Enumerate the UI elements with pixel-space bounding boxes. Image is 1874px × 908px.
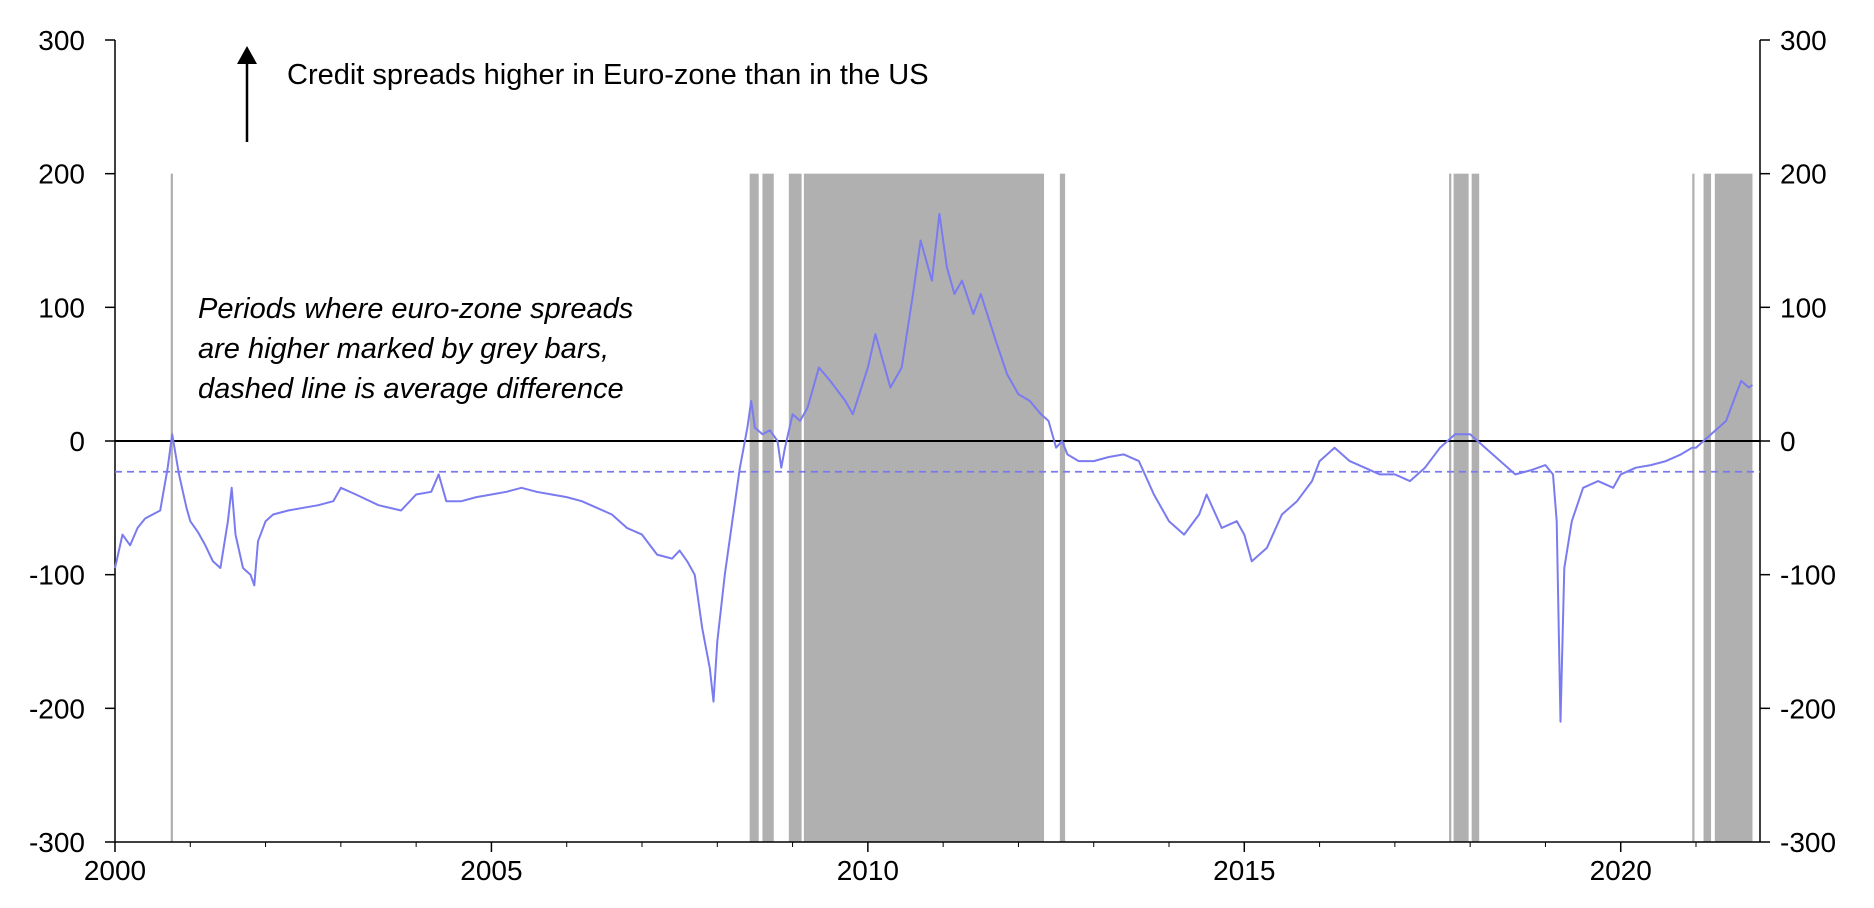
shaded-period-10 <box>1703 173 1712 842</box>
shaded-periods <box>170 173 1753 842</box>
note-line-2: are higher marked by grey bars, <box>198 333 609 365</box>
x-tick-label: 2020 <box>1590 855 1652 886</box>
x-tick-label: 2015 <box>1213 855 1275 886</box>
y-right-tick-label: -100 <box>1780 560 1836 591</box>
y-right-tick-label: 0 <box>1780 426 1796 457</box>
y-right-tick-label: 200 <box>1780 159 1827 190</box>
shaded-period-0 <box>170 173 173 842</box>
note-line-1: Periods where euro-zone spreads <box>198 293 633 325</box>
y-left-tick-label: -100 <box>29 560 85 591</box>
y-left-tick-label: -300 <box>29 827 85 858</box>
shaded-period-1 <box>749 173 759 842</box>
note-line-3: dashed line is average difference <box>198 373 624 405</box>
shaded-period-7 <box>1453 173 1469 842</box>
y-left-tick-label: -200 <box>29 693 85 724</box>
y-right-tick-label: 300 <box>1780 25 1827 56</box>
annotations: Credit spreads higher in Euro-zone than … <box>198 46 929 405</box>
shaded-period-4 <box>803 173 1045 842</box>
shaded-period-5 <box>1059 173 1066 842</box>
shaded-period-9 <box>1692 173 1695 842</box>
shaded-period-11 <box>1714 173 1753 842</box>
y-right-tick-label: 100 <box>1780 292 1827 323</box>
series-layer <box>114 212 1754 723</box>
up-arrow-icon <box>237 46 257 64</box>
shaded-period-3 <box>788 173 802 842</box>
y-right-tick-label: -300 <box>1780 827 1836 858</box>
shaded-period-6 <box>1449 173 1452 842</box>
spread-difference-series-line-0 <box>114 212 1754 723</box>
y-left-tick-label: 300 <box>38 25 85 56</box>
y-right-tick-label: -200 <box>1780 693 1836 724</box>
reference-lines <box>115 440 1760 473</box>
y-left-tick-label: 200 <box>38 159 85 190</box>
x-tick-label: 2000 <box>84 855 146 886</box>
arrow-annotation: Credit spreads higher in Euro-zone than … <box>287 59 929 91</box>
y-left-tick-label: 100 <box>38 292 85 323</box>
shaded-period-2 <box>762 173 774 842</box>
y-left-tick-label: 0 <box>69 426 85 457</box>
x-tick-label: 2010 <box>837 855 899 886</box>
tick-labels: 300 200 100 0 -100 -200 -300 300 200 100 0 -100 -200… <box>29 25 1836 886</box>
x-tick-label: 2005 <box>460 855 522 886</box>
shaded-period-8 <box>1471 173 1480 842</box>
